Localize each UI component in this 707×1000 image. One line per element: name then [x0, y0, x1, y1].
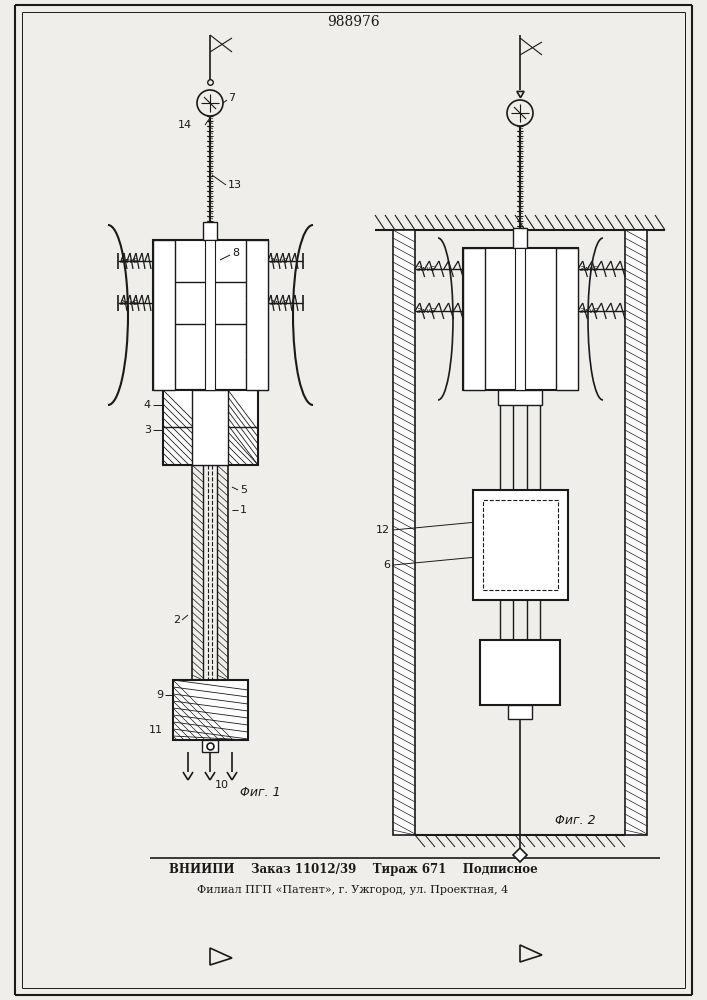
- Bar: [515, 248, 525, 390]
- Bar: [473, 490, 568, 600]
- Text: 3wvE: 3wvE: [270, 300, 288, 306]
- Text: 10: 10: [215, 780, 229, 790]
- Bar: [203, 222, 217, 240]
- Text: 988976: 988976: [327, 15, 380, 29]
- Text: Филиал ПГП «Патент», г. Ужгород, ул. Проектная, 4: Филиал ПГП «Патент», г. Ужгород, ул. Про…: [197, 885, 508, 895]
- Text: 3wvE: 3wvE: [120, 258, 139, 264]
- Text: 3: 3: [144, 425, 151, 435]
- Bar: [205, 240, 215, 390]
- Bar: [202, 740, 218, 752]
- Bar: [483, 500, 558, 590]
- Text: 2: 2: [173, 615, 180, 625]
- Bar: [508, 705, 532, 719]
- Text: ВНИИПИ    Заказ 11012/39    Тираж 671    Подписное: ВНИИПИ Заказ 11012/39 Тираж 671 Подписно…: [169, 863, 537, 876]
- Text: 3wvE: 3wvE: [417, 308, 436, 314]
- Text: 6: 6: [383, 560, 390, 570]
- Bar: [513, 228, 527, 248]
- Text: Φиг. 2: Φиг. 2: [555, 814, 595, 826]
- Text: 5: 5: [240, 485, 247, 495]
- Bar: [556, 248, 578, 390]
- Text: 7: 7: [228, 93, 235, 103]
- Bar: [463, 248, 485, 390]
- Text: 3wvE: 3wvE: [417, 266, 436, 272]
- Text: 3wvE: 3wvE: [120, 300, 139, 306]
- Bar: [480, 640, 560, 705]
- Bar: [625, 230, 647, 835]
- Text: 13: 13: [228, 180, 242, 190]
- Bar: [153, 240, 268, 390]
- Text: 3wvE: 3wvE: [580, 266, 599, 272]
- Text: 11: 11: [149, 725, 163, 735]
- Text: Φиг. 1: Φиг. 1: [240, 786, 281, 798]
- Bar: [153, 240, 175, 390]
- Text: 9: 9: [156, 690, 163, 700]
- Bar: [393, 230, 415, 835]
- Text: 3wvE: 3wvE: [580, 308, 599, 314]
- Text: 14: 14: [178, 120, 192, 130]
- Text: 1: 1: [240, 505, 247, 515]
- Bar: [498, 390, 542, 405]
- Bar: [163, 390, 258, 465]
- Bar: [463, 248, 578, 390]
- Bar: [246, 240, 268, 390]
- Bar: [173, 680, 248, 740]
- Text: 12: 12: [376, 525, 390, 535]
- Text: 3wvE: 3wvE: [270, 258, 288, 264]
- Bar: [192, 390, 228, 465]
- Text: 8: 8: [232, 248, 239, 258]
- Text: 4: 4: [144, 400, 151, 410]
